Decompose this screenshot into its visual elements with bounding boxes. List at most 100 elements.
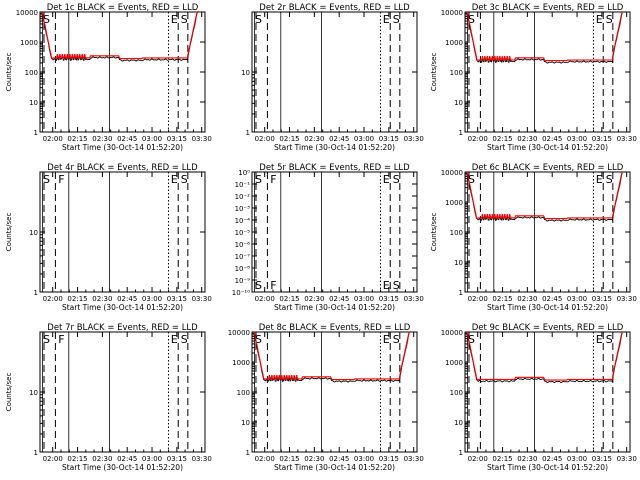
- x-axis-label: Start Time (30-Oct-14 01:52:20): [62, 303, 183, 312]
- y-tick-label: 10: [29, 229, 38, 237]
- x-tick-label: 03:15: [167, 135, 187, 143]
- x-tick-label: 02:30: [517, 455, 537, 463]
- x-tick-label: 02:15: [279, 295, 299, 303]
- x-tick-label: 03:30: [192, 455, 212, 463]
- y-tick-label: 10: [454, 259, 463, 267]
- x-tick-label: 02:45: [117, 455, 137, 463]
- y-tick-label: 1000: [445, 39, 463, 47]
- x-tick-label: 03:15: [592, 295, 612, 303]
- y-tick-label: 100: [450, 229, 463, 237]
- y-tick-label: 1000: [20, 39, 38, 47]
- y-tick-label: 1: [34, 449, 38, 457]
- y-tick-label: 10⁻³: [235, 205, 251, 213]
- x-tick-label: 03:15: [379, 135, 399, 143]
- y-tick-label: 100: [450, 69, 463, 77]
- x-tick-label: 02:45: [542, 455, 562, 463]
- y-tick-label: 10000: [441, 169, 463, 177]
- x-tick-label: 02:30: [304, 135, 324, 143]
- mode-marker: S: [468, 13, 475, 26]
- x-axis-label: Start Time (30-Oct-14 01:52:20): [274, 303, 395, 312]
- mode-marker: S: [181, 13, 188, 26]
- mode-marker: E: [171, 333, 178, 346]
- x-tick-label: 02:30: [92, 455, 112, 463]
- panel-title: Det 9c BLACK = Events, RED = LLD: [472, 323, 624, 333]
- y-tick-label: 1000: [445, 359, 463, 367]
- panel-title: Det 6c BLACK = Events, RED = LLD: [472, 163, 624, 173]
- events-series: [253, 332, 410, 383]
- panel-det-5: Det 5r BLACK = Events, RED = LLD 10⁰ 10⁻¹ 1…: [232, 163, 424, 312]
- mode-marker-bottom: S: [255, 279, 262, 292]
- mode-marker: S: [606, 173, 613, 186]
- panel-title: Det 3c BLACK = Events, RED = LLD: [472, 3, 624, 13]
- y-tick-label: 1000: [232, 359, 250, 367]
- axes-frame: [39, 331, 206, 453]
- y-tick-label: 10⁻⁵: [235, 229, 251, 237]
- mode-marker: S: [43, 173, 50, 186]
- x-tick-label: 03:00: [142, 135, 162, 143]
- x-tick-label: 03:30: [617, 135, 637, 143]
- x-tick-label: 03:00: [567, 295, 587, 303]
- axes-frame: [464, 331, 631, 453]
- x-tick-label: 03:30: [617, 295, 637, 303]
- x-tick-label: 02:00: [43, 135, 63, 143]
- x-tick-label: 02:15: [67, 135, 87, 143]
- y-tick-label: 10000: [228, 329, 250, 337]
- mode-marker: S: [468, 173, 475, 186]
- mode-marker: S: [255, 333, 262, 346]
- y-tick-label: 10⁻⁸: [235, 265, 251, 273]
- mode-marker: S: [393, 333, 400, 346]
- mode-marker: S: [255, 13, 262, 26]
- x-tick-label: 02:30: [517, 295, 537, 303]
- mode-marker: S: [181, 333, 188, 346]
- y-tick-label: 1: [459, 129, 463, 137]
- x-tick-label: 02:45: [117, 135, 137, 143]
- x-axis-label: Start Time (30-Oct-14 01:52:20): [62, 143, 183, 152]
- y-tick-label: 10: [241, 419, 250, 427]
- x-tick-label: 03:00: [142, 455, 162, 463]
- y-tick-label: 10⁻²: [235, 193, 251, 201]
- mode-marker: E: [596, 333, 603, 346]
- panel-det-3: Det 3c BLACK = Events, RED = LLD 1 10 100 10…: [430, 3, 637, 152]
- x-tick-label: 02:30: [304, 455, 324, 463]
- x-tick-label: 02:15: [67, 455, 87, 463]
- lld-series: [466, 332, 623, 382]
- mode-marker: S: [468, 333, 475, 346]
- mode-marker: S: [606, 333, 613, 346]
- x-tick-label: 02:15: [67, 295, 87, 303]
- y-tick-label: 10: [454, 419, 463, 427]
- x-axis-label: Start Time (30-Oct-14 01:52:20): [487, 303, 608, 312]
- x-tick-label: 02:45: [329, 455, 349, 463]
- y-tick-label: 10000: [441, 329, 463, 337]
- mode-marker: E: [171, 173, 178, 186]
- panel-title: Det 2r BLACK = Events, RED = LLD: [259, 3, 410, 13]
- y-tick-label: 10⁰: [238, 169, 250, 177]
- mode-marker-bottom: S: [393, 279, 400, 292]
- x-tick-label: 02:00: [255, 135, 275, 143]
- panel-det-1: Det 1c BLACK = Events, RED = LLD 1 10 100 10…: [5, 3, 212, 152]
- mode-marker: S: [606, 13, 613, 26]
- x-tick-label: 03:00: [354, 135, 374, 143]
- x-tick-label: 03:15: [379, 455, 399, 463]
- x-tick-label: 02:45: [117, 295, 137, 303]
- mode-marker: F: [270, 173, 276, 186]
- x-tick-label: 02:30: [517, 135, 537, 143]
- mode-marker: F: [58, 173, 64, 186]
- mode-marker: E: [383, 333, 390, 346]
- y-tick-label: 100: [450, 389, 463, 397]
- y-tick-label: 10000: [441, 9, 463, 17]
- axes-frame: [251, 171, 418, 293]
- lld-series: [253, 332, 410, 381]
- x-tick-label: 02:15: [279, 135, 299, 143]
- x-tick-label: 02:30: [92, 135, 112, 143]
- y-axis-label: Counts/sec: [5, 373, 13, 412]
- panel-title: Det 8c BLACK = Events, RED = LLD: [259, 323, 411, 333]
- axes-frame: [39, 171, 206, 293]
- x-tick-label: 03:30: [404, 135, 424, 143]
- x-tick-label: 02:45: [542, 135, 562, 143]
- x-tick-label: 02:15: [492, 295, 512, 303]
- x-tick-label: 02:45: [542, 295, 562, 303]
- x-tick-label: 02:15: [492, 135, 512, 143]
- mode-marker: F: [58, 333, 64, 346]
- y-tick-label: 10000: [16, 9, 38, 17]
